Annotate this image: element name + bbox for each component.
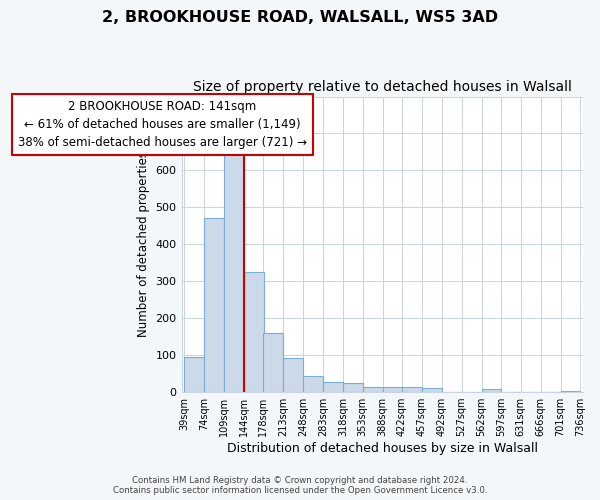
- Text: 2 BROOKHOUSE ROAD: 141sqm
← 61% of detached houses are smaller (1,149)
38% of se: 2 BROOKHOUSE ROAD: 141sqm ← 61% of detac…: [18, 100, 307, 149]
- Y-axis label: Number of detached properties: Number of detached properties: [137, 152, 150, 338]
- Text: Contains HM Land Registry data © Crown copyright and database right 2024.
Contai: Contains HM Land Registry data © Crown c…: [113, 476, 487, 495]
- Text: 2, BROOKHOUSE ROAD, WALSALL, WS5 3AD: 2, BROOKHOUSE ROAD, WALSALL, WS5 3AD: [102, 10, 498, 25]
- Bar: [184, 357, 204, 392]
- Bar: [402, 387, 422, 392]
- Bar: [323, 382, 343, 392]
- Bar: [204, 218, 224, 392]
- Bar: [422, 388, 442, 392]
- Bar: [363, 386, 383, 392]
- Bar: [283, 358, 303, 392]
- Bar: [303, 376, 323, 392]
- Bar: [482, 389, 502, 392]
- Bar: [383, 386, 403, 392]
- X-axis label: Distribution of detached houses by size in Walsall: Distribution of detached houses by size …: [227, 442, 538, 455]
- Bar: [224, 154, 244, 392]
- Bar: [343, 383, 363, 392]
- Title: Size of property relative to detached houses in Walsall: Size of property relative to detached ho…: [193, 80, 572, 94]
- Bar: [263, 333, 283, 392]
- Bar: [244, 272, 264, 392]
